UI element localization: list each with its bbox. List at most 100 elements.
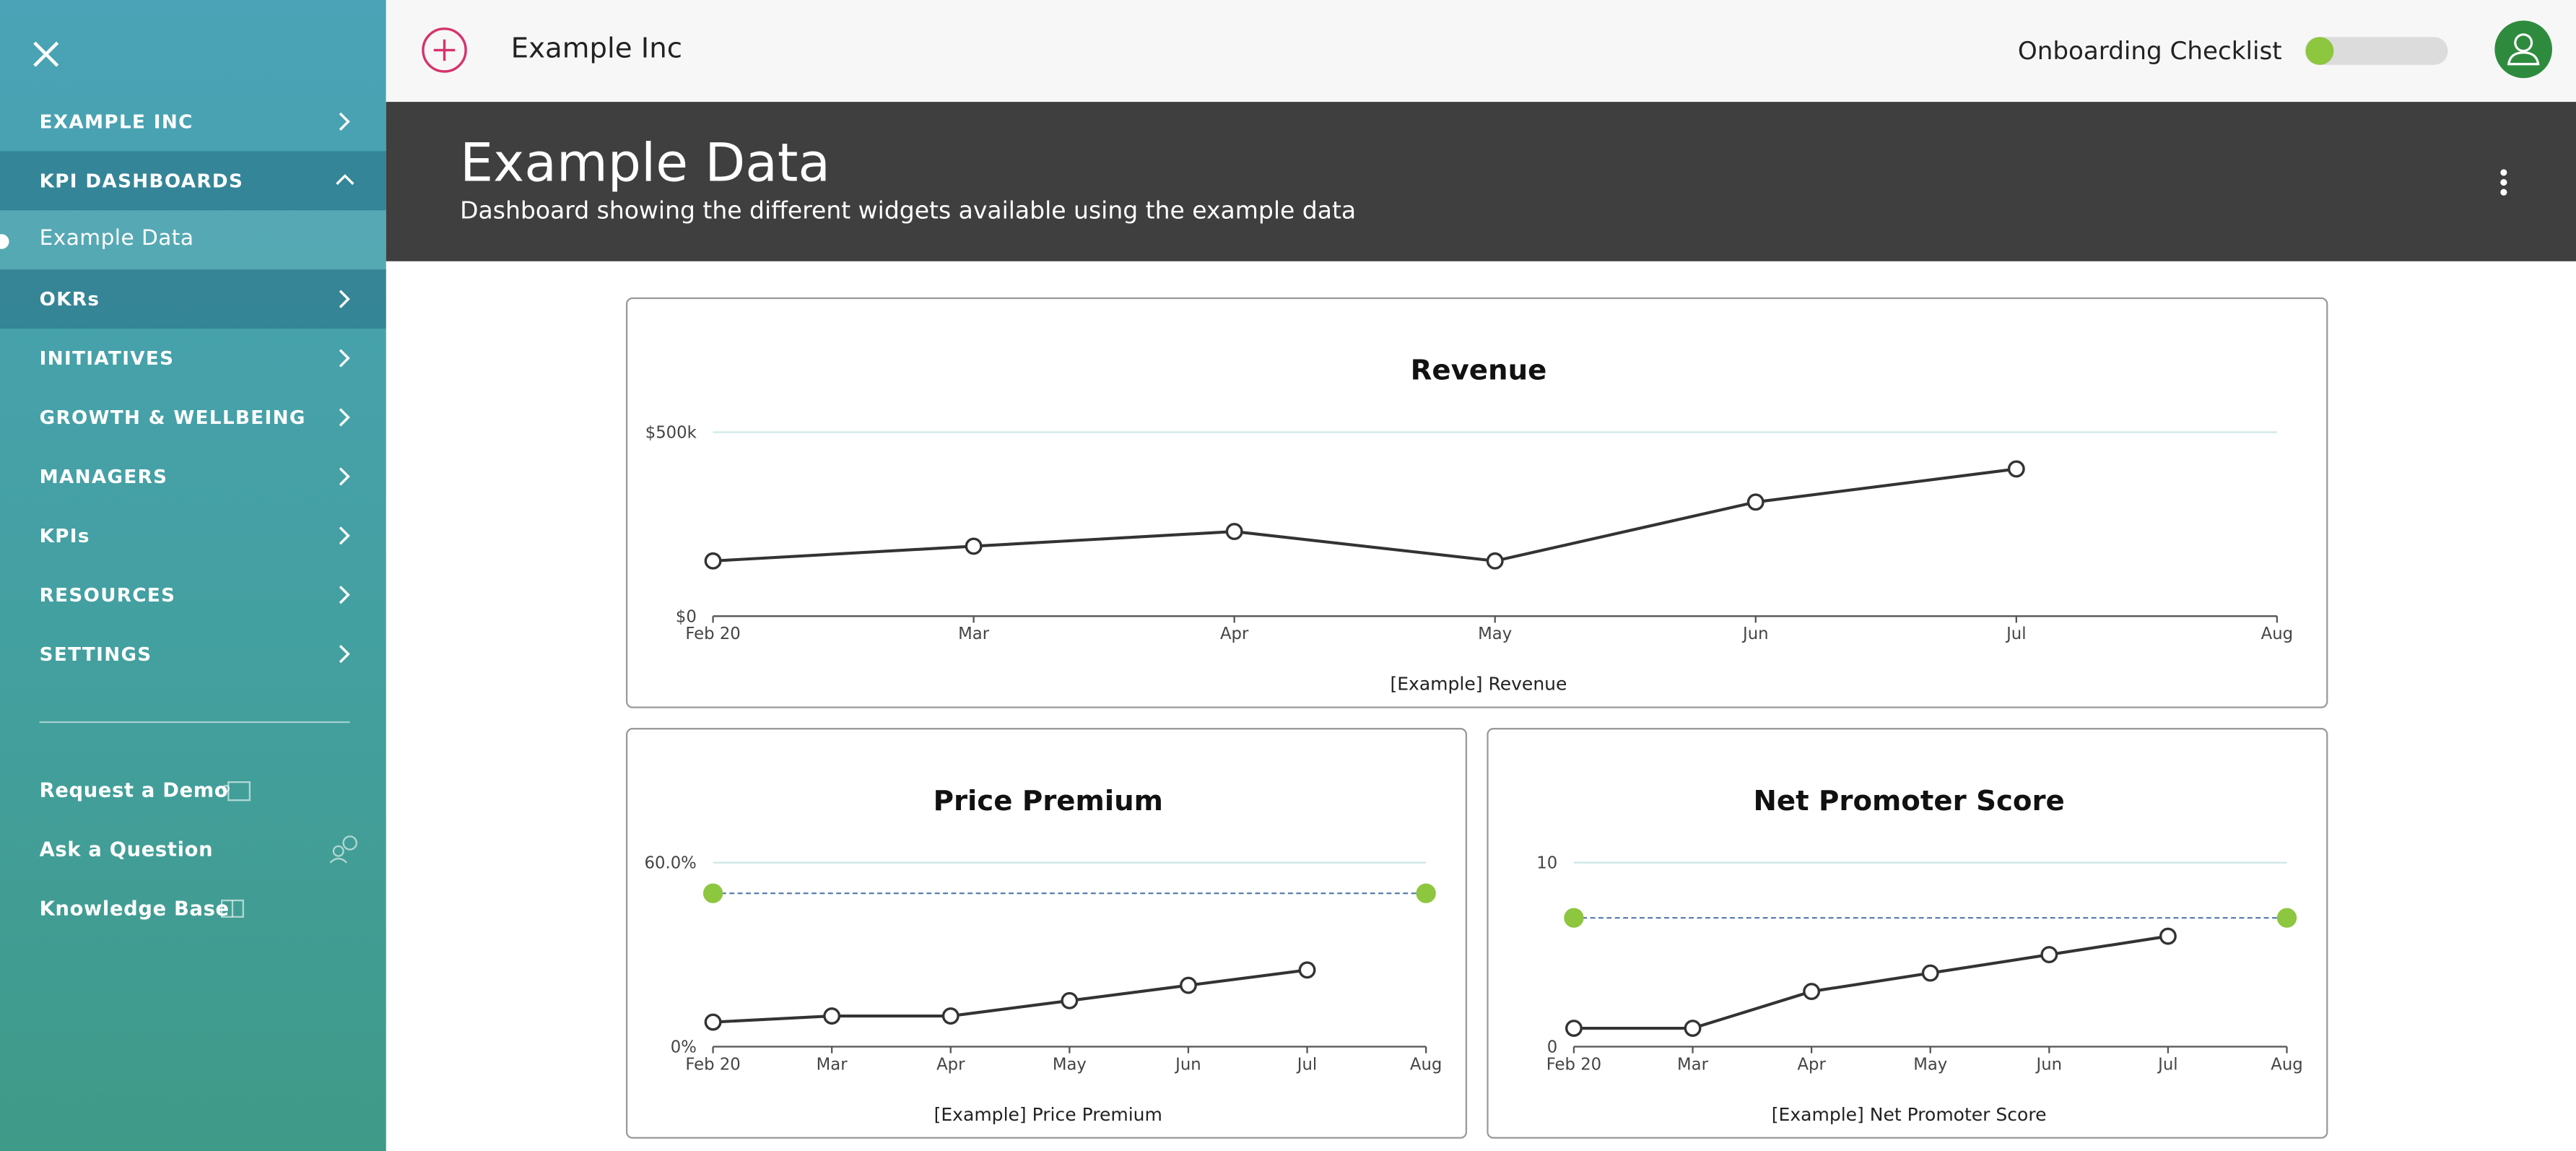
data-point [823,1007,841,1025]
x-tick-label: Apr [936,1055,965,1074]
sidebar: EXAMPLE INC KPI DASHBOARDS Example Data … [0,0,386,1151]
line-chart: Revenue $0 $500k Feb 20 Mar Apr May Jun Jul Aug [E… [645,355,2293,695]
target-point [702,883,723,903]
line-chart: Price Premium 0% 60.0% Feb 20 Mar Apr May Jun Ju… [645,785,1443,1125]
nav-label: RESOURCES [39,583,176,607]
nav-item[interactable]: INITIATIVES [0,329,386,388]
x-tick-label: Apr [1797,1055,1826,1074]
x-tick-label: Jun [1174,1055,1201,1074]
y-tick-label: 10 [1536,854,1557,873]
x-tick-label: Mar [958,625,990,643]
nav-label: EXAMPLE INC [39,110,193,134]
page-header: Example Data Dashboard showing the diffe… [386,102,2576,261]
x-tick-label: Jun [1741,625,1769,643]
chevron [339,467,350,486]
chevron [339,349,350,368]
chevron [339,526,350,545]
nav-item[interactable]: KPIs [0,506,386,565]
nav-label: SETTINGS [39,642,152,666]
sidebar-link[interactable]: Ask a Question [39,838,214,861]
nav-label: OKRs [39,287,100,311]
data-point [941,1007,960,1025]
data-line [713,968,1307,1024]
x-tick-label: Aug [2271,1055,2302,1074]
target-point [2276,908,2297,928]
book-icon [221,899,244,918]
line-chart: Net Promoter Score 0 10 Feb 20 Mar Apr May Jun J… [1536,785,2302,1125]
nav-label: GROWTH & WELLBEING [39,406,306,429]
data-point [1298,961,1316,979]
widget-card: Price Premium 0% 60.0% Feb 20 Mar Apr May Jun Ju… [625,728,1468,1139]
data-point [704,552,722,570]
data-point [1180,976,1197,994]
data-point [1061,991,1079,1009]
y-tick-label: 0 [1547,1038,1557,1056]
nav-item[interactable]: MANAGERS [0,447,386,506]
y-tick-label: 0% [671,1038,697,1056]
chart-title: Price Premium [934,785,1163,817]
avatar[interactable] [2494,19,2553,79]
y-tick-label: $0 [676,607,697,626]
target-point [1416,883,1436,903]
nav-item[interactable]: GROWTH & WELLBEING [0,388,386,447]
chevron [336,174,354,186]
nav-subitem[interactable]: Example Data [0,210,386,270]
sidebar-link[interactable]: Knowledge Base [39,897,230,921]
checklist-progress[interactable] [2303,35,2451,68]
x-tick-label: May [1913,1055,1947,1074]
nav-item[interactable]: EXAMPLE INC [0,92,386,151]
x-tick-label: May [1478,625,1512,643]
nav-label: KPIs [39,524,90,547]
data-point [2007,460,2025,478]
close-icon[interactable] [31,40,61,69]
x-tick-label: Mar [1677,1055,1709,1074]
data-point [704,1013,722,1031]
y-tick-label: 60.0% [645,854,697,873]
page-title: Example Data [460,131,831,194]
data-point [2159,927,2177,945]
x-tick-label: Jul [2005,625,2026,643]
x-tick-label: Aug [1410,1055,1442,1074]
sidebar-link[interactable]: Request a Demo [39,778,229,802]
chevron [339,645,350,664]
company-name: Example Inc [510,32,683,66]
page-subtitle: Dashboard showing the different widgets … [460,199,1357,225]
x-tick-label: Jun [2035,1055,2063,1074]
x-tick-label: Jul [1296,1055,1317,1074]
nav-item[interactable]: KPI DASHBOARDS [0,151,386,211]
x-tick-label: Feb 20 [685,625,740,643]
x-tick-label: Feb 20 [1546,1055,1601,1074]
question-icon [329,835,357,864]
chevron [339,408,350,427]
nav-item[interactable]: SETTINGS [0,625,386,684]
data-point [1921,964,1939,982]
checklist-label[interactable]: Onboarding Checklist [2017,36,2282,66]
x-axis-title: [Example] Price Premium [934,1104,1162,1125]
x-axis-title: [Example] Revenue [1390,674,1567,695]
nav-item[interactable]: OKRs [0,269,386,329]
chevron [339,586,350,604]
divider [39,721,350,724]
data-point [1225,523,1243,541]
y-tick-label: $500k [645,423,697,442]
nav-label: INITIATIVES [39,347,175,370]
top-bar: Example Inc Onboarding Checklist [386,0,2576,103]
data-line [1573,934,2169,1030]
data-point [965,537,983,555]
data-point [1746,493,1765,511]
chevron [339,290,350,308]
nav-label: MANAGERS [39,464,168,488]
target-point [1564,908,1584,928]
nav-item[interactable]: RESOURCES [0,565,386,625]
demo-icon [222,781,251,802]
active-dot [0,234,9,249]
add-button[interactable] [421,26,469,74]
more-menu[interactable] [2497,168,2510,197]
data-point [1803,983,1821,1000]
x-tick-label: Jul [2157,1055,2177,1074]
chevron [339,112,350,131]
x-tick-label: Apr [1220,625,1249,643]
data-line [713,467,2017,563]
x-tick-label: Feb 20 [685,1055,740,1074]
